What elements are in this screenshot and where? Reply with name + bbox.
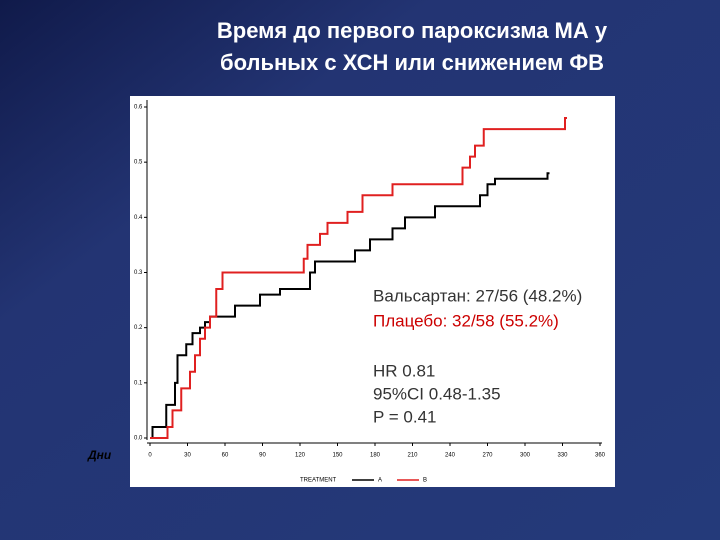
x-tick-label: 0 (148, 453, 152, 459)
x-tick-label: 90 (259, 453, 266, 459)
y-tick-label: 0.3 (134, 270, 143, 276)
plot-panel (130, 96, 615, 487)
annotation: 95%CI 0.48-1.35 (373, 384, 501, 403)
legend-title: TREATMENT (300, 478, 337, 484)
x-tick-label: 330 (557, 453, 568, 459)
x-tick-label: 60 (222, 453, 229, 459)
y-tick-label: 0.0 (134, 436, 143, 442)
y-tick-label: 0.4 (134, 215, 143, 221)
annotation: Плацебо: 32/58 (55.2%) (373, 311, 559, 330)
legend-label: A (378, 478, 382, 484)
y-tick-label: 0.5 (134, 160, 143, 166)
y-tick-label: 0.1 (134, 380, 143, 386)
legend-label: B (423, 478, 427, 484)
x-tick-label: 240 (445, 453, 456, 459)
x-tick-label: 210 (407, 453, 418, 459)
step-line (150, 172, 550, 439)
title-line: Время до первого пароксизма МА у (217, 18, 608, 43)
x-tick-label: 30 (184, 453, 191, 459)
x-tick-label: 180 (370, 453, 381, 459)
x-tick-label: 270 (482, 453, 493, 459)
annotation: HR 0.81 (373, 361, 435, 380)
x-tick-label: 300 (520, 453, 531, 459)
x-tick-label: 120 (295, 453, 306, 459)
annotation: Вальсартан: 27/56 (48.2%) (373, 286, 582, 305)
y-tick-label: 0.2 (134, 325, 143, 331)
x-tick-label: 150 (332, 453, 343, 459)
annotation: P = 0.41 (373, 407, 437, 426)
title-line: больных с ХСН или снижением ФВ (220, 50, 604, 75)
x-axis-label: Дни (87, 448, 112, 462)
y-tick-label: 0.6 (134, 105, 143, 111)
x-tick-label: 360 (595, 453, 606, 459)
step-line (150, 117, 567, 439)
